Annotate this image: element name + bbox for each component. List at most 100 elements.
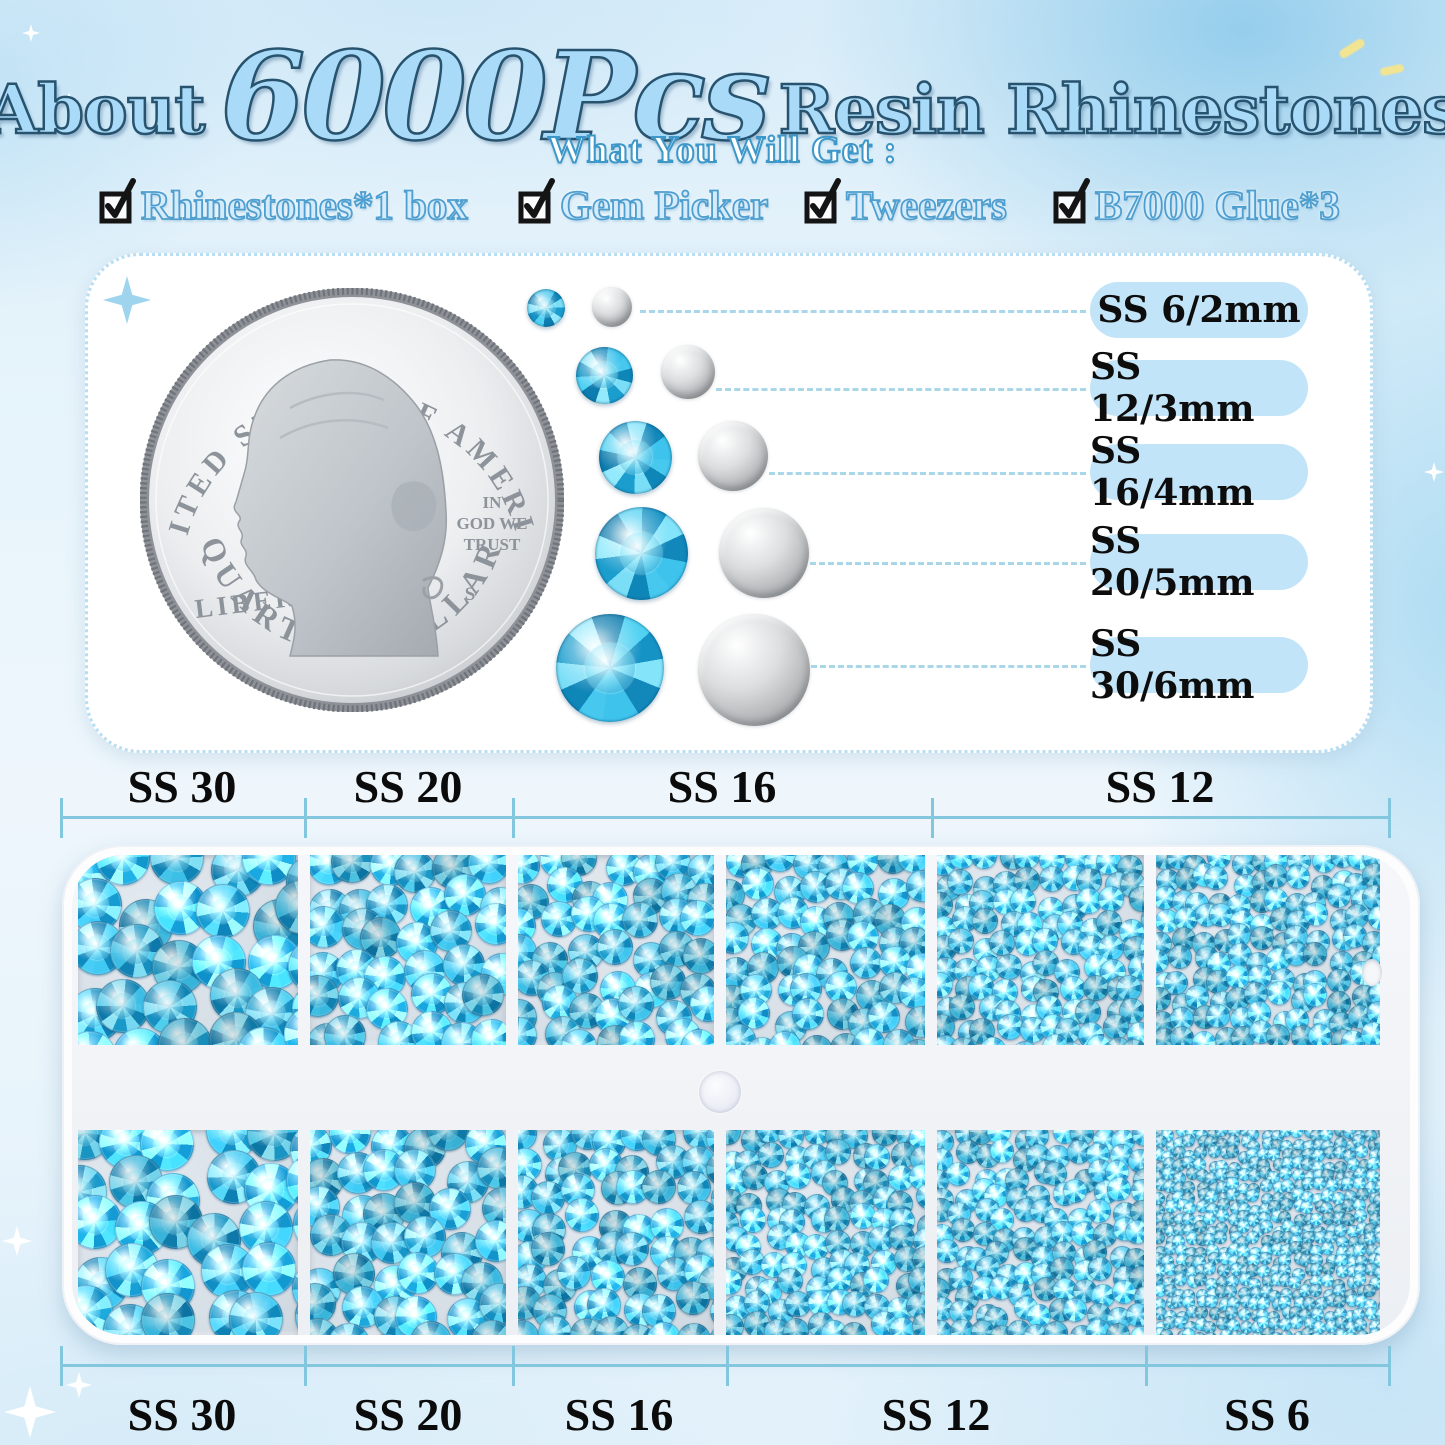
- size-callout-label: SS 12/3mm: [1090, 346, 1255, 430]
- rhinestone: [1321, 1273, 1334, 1287]
- rhinestone: [394, 1149, 436, 1192]
- size-callout-label: SS 6/2mm: [1097, 289, 1301, 331]
- rhinestone: [620, 1324, 655, 1335]
- rhinestone: [1285, 864, 1310, 889]
- rhinestone: [477, 1147, 506, 1190]
- rhinestone: [1219, 1328, 1233, 1335]
- checkbox-icon: [1053, 178, 1090, 224]
- rhinestone: [777, 1130, 804, 1149]
- rhinestone: [1203, 1211, 1217, 1225]
- coin-motto-line1: IN: [483, 493, 503, 512]
- rhinestone: [1173, 1273, 1187, 1287]
- rhinestone: [1288, 1305, 1302, 1319]
- rhinestone: [1237, 1332, 1251, 1335]
- rhinestone: [825, 970, 858, 1003]
- rhinestone: [1206, 1003, 1231, 1028]
- rhinestone: [1163, 1315, 1176, 1329]
- rhinestone: [1181, 1212, 1195, 1226]
- rhinestone: [557, 1255, 592, 1290]
- rhinestone: [324, 1015, 367, 1045]
- rhinestone: [1323, 1231, 1337, 1245]
- checkbox-icon: [804, 178, 841, 224]
- compartment-ss12: [937, 855, 1144, 1045]
- rhinestone: [1302, 1147, 1316, 1161]
- scale-label: SS 20: [353, 761, 463, 812]
- size-callout-label: SS 30/6mm: [1090, 623, 1255, 707]
- rhinestone: [1379, 1277, 1380, 1291]
- rhinestone: [1264, 863, 1289, 888]
- rhinestone: [1310, 1331, 1324, 1335]
- rhinestone: [911, 1246, 925, 1272]
- rhinestone: [979, 1037, 1006, 1045]
- rhinestone: [1353, 1273, 1367, 1286]
- rhinestone: [792, 998, 825, 1030]
- rhinestone: [937, 1278, 951, 1303]
- rhinestone: [594, 1315, 629, 1335]
- rhinestone: [1356, 1188, 1370, 1202]
- rhinestone: [1156, 1284, 1167, 1297]
- rhinestone: [756, 1130, 783, 1144]
- rhinestone: [971, 855, 998, 870]
- rhinestone: [972, 907, 999, 934]
- rhinestone: [1369, 1319, 1380, 1333]
- rhinestone: [1106, 1177, 1131, 1202]
- rhinestone: [1302, 982, 1327, 1007]
- rhinestone: [1203, 1232, 1217, 1246]
- rhinestone: [768, 1031, 801, 1045]
- rhinestone: [1374, 1135, 1380, 1149]
- rhinestone: [1355, 1145, 1369, 1159]
- rhinestone: [689, 985, 714, 1022]
- rhinestone: [1323, 1332, 1337, 1335]
- rhinestone: [359, 916, 402, 959]
- rhinestone: [1009, 887, 1036, 914]
- rhinestone: [1301, 1176, 1315, 1190]
- rhinestone: [1332, 1284, 1346, 1298]
- rhinestone: [947, 927, 974, 954]
- rhinestone: [899, 976, 925, 1009]
- rhinestone: [1344, 1332, 1358, 1335]
- rhinestone: [996, 954, 1023, 981]
- rhinestone: [1361, 862, 1380, 887]
- rhinestone: [1281, 1156, 1295, 1170]
- rhinestone: [1361, 1022, 1380, 1045]
- rhinestone: [1342, 1199, 1356, 1213]
- rhinestone: [141, 1293, 196, 1335]
- rhinestone: [679, 899, 714, 936]
- rhinestone: [846, 855, 879, 876]
- rhinestone: [1086, 1319, 1111, 1335]
- rhinestone: [1292, 1330, 1306, 1335]
- scale-label: SS 16: [667, 761, 777, 812]
- scale-tick: [1388, 798, 1391, 838]
- rhinestone: [1216, 1263, 1230, 1277]
- washington-profile: [233, 359, 448, 657]
- rhinestone: [1257, 1315, 1271, 1329]
- rhinestone: [1246, 1130, 1260, 1141]
- rhinestone: [1279, 1166, 1293, 1180]
- rhinestone: [1312, 1321, 1326, 1334]
- scale-tick: [1388, 1346, 1391, 1386]
- rhinestone: [779, 1209, 806, 1236]
- rhinestone: [1214, 1130, 1228, 1138]
- rhinestone: [846, 920, 879, 953]
- rhinestone: [1012, 1041, 1039, 1045]
- rhinestone-gem: [594, 506, 688, 600]
- rhinestone: [1289, 1130, 1303, 1139]
- rhinestone: [969, 1130, 993, 1145]
- rhinestone: [726, 922, 749, 955]
- scale-tick: [1145, 1346, 1148, 1386]
- rhinestone: [948, 1266, 973, 1290]
- rhinestone: [726, 1314, 744, 1335]
- rhinestone: [1378, 1300, 1380, 1314]
- rhinestone: [195, 883, 250, 938]
- rhinestone: [1192, 1030, 1217, 1045]
- rhinestone: [1055, 1017, 1082, 1044]
- checklist-label: Gem Picker: [559, 182, 769, 228]
- scale-line: [60, 1364, 1388, 1367]
- rhinestone: [642, 1169, 677, 1204]
- rhinestone: [1228, 1130, 1242, 1138]
- rhinestone: [1226, 1275, 1240, 1289]
- rhinestone: [937, 1239, 960, 1264]
- callout-dotted-line: [769, 472, 1086, 475]
- callout-dotted-line: [640, 310, 1086, 313]
